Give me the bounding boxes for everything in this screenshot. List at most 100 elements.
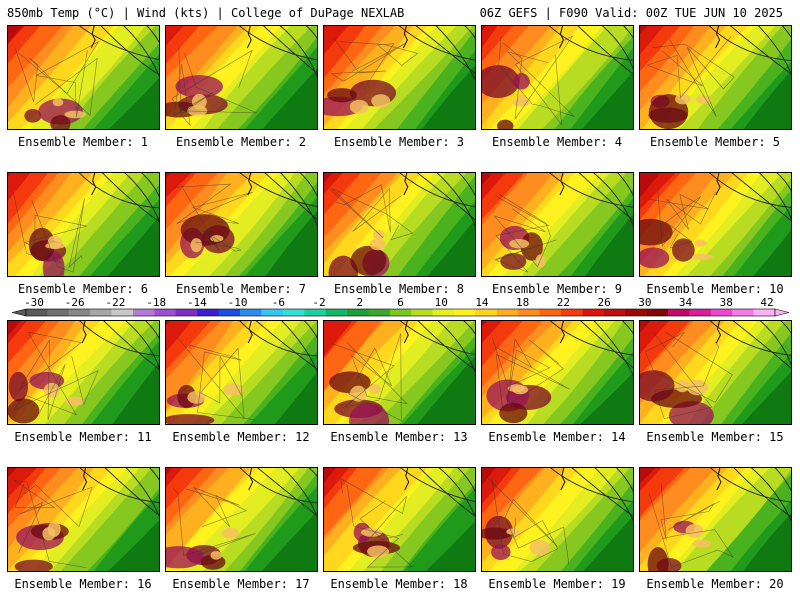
colorbar-bin (582, 309, 605, 316)
colorbar-bin (175, 309, 198, 316)
ensemble-member-label: Ensemble Member: 13 (330, 430, 468, 444)
colorbar-bin (133, 309, 155, 316)
ensemble-member-label: Ensemble Member: 18 (330, 577, 468, 591)
colorbar-tick-label: -14 (187, 296, 207, 309)
colorbar-bin (561, 309, 583, 316)
ensemble-member-label: Ensemble Member: 3 (333, 135, 465, 149)
colorbar-tick-label: -22 (106, 296, 126, 309)
colorbar-right-arrow (774, 308, 790, 317)
ensemble-map-panel (165, 320, 318, 425)
ensemble-member-label: Ensemble Member: 17 (172, 577, 310, 591)
ensemble-map-panel (165, 172, 318, 277)
ensemble-member-label: Ensemble Member: 5 (649, 135, 781, 149)
colorbar-tick-label: 42 (760, 296, 773, 309)
ensemble-member-label: Ensemble Member: 2 (175, 135, 307, 149)
ensemble-map-panel (323, 25, 476, 130)
colorbar-tick-label: 22 (557, 296, 570, 309)
colorbar-tick-label: -2 (312, 296, 325, 309)
ensemble-member-label: Ensemble Member: 8 (333, 282, 465, 296)
colorbar-bin (689, 309, 712, 316)
ensemble-member-label: Ensemble Member: 1 (17, 135, 149, 149)
colorbar-tick-label: -18 (146, 296, 166, 309)
ensemble-member-label: Ensemble Member: 7 (175, 282, 307, 296)
colorbar-bin (603, 309, 626, 316)
colorbar-bin (197, 309, 219, 316)
colorbar-tick-label: 6 (397, 296, 404, 309)
ensemble-map-panel (639, 320, 792, 425)
colorbar-bin (432, 309, 455, 316)
ensemble-member-label: Ensemble Member: 14 (488, 430, 626, 444)
ensemble-map-panel (639, 25, 792, 130)
colorbar-bin (325, 309, 348, 316)
ensemble-member-label: Ensemble Member: 16 (14, 577, 152, 591)
colorbar-bin (368, 309, 391, 316)
colorbar-bin (732, 309, 754, 316)
colorbar-tick-label: 14 (475, 296, 489, 309)
header: 850mb Temp (°C) | Wind (kts) | College o… (0, 0, 800, 22)
colorbar-bin (668, 309, 690, 316)
colorbar-bin (411, 309, 433, 316)
colorbar-bin (240, 309, 262, 316)
colorbar-bin (111, 309, 134, 316)
colorbar-tick-label: -10 (228, 296, 248, 309)
ensemble-map-panel (481, 320, 634, 425)
ensemble-map-panel (323, 467, 476, 572)
colorbar-bin (625, 309, 647, 316)
ensemble-map-panel (481, 25, 634, 130)
colorbar-left-arrow (11, 308, 27, 317)
colorbar-tick-label: 10 (435, 296, 448, 309)
colorbar-bin (753, 309, 776, 316)
ensemble-member-label: Ensemble Member: 4 (491, 135, 623, 149)
ensemble-map-panel (7, 25, 160, 130)
ensemble-member-label: Ensemble Member: 10 (646, 282, 784, 296)
colorbar-bin (710, 309, 733, 316)
ensemble-member-label: Ensemble Member: 15 (646, 430, 784, 444)
ensemble-member-label: Ensemble Member: 19 (488, 577, 626, 591)
colorbar-tick-label: 34 (679, 296, 693, 309)
chart-title: 850mb Temp (°C) | Wind (kts) | College o… (7, 6, 405, 20)
colorbar-bin (218, 309, 241, 316)
run-valid-time: 06Z GEFS | F090 Valid: 00Z TUE JUN 10 20… (479, 6, 783, 20)
colorbar-bin (261, 309, 284, 316)
ensemble-map-panel (165, 25, 318, 130)
ensemble-map-panel (323, 172, 476, 277)
ensemble-map-panel (7, 467, 160, 572)
colorbar-tick-label: 18 (516, 296, 529, 309)
ensemble-map-panel (323, 320, 476, 425)
ensemble-member-label: Ensemble Member: 12 (172, 430, 310, 444)
ensemble-map-panel (639, 172, 792, 277)
ensemble-map-panel (7, 320, 160, 425)
ensemble-map-panel (481, 467, 634, 572)
temperature-colorbar: -30 -26 -22 -18 -14 -10 -6 -2 2 6 10 14 18 22 26 30 34 38… (11, 296, 790, 317)
colorbar-bin (475, 309, 498, 316)
colorbar-bin (454, 309, 476, 316)
ensemble-map-panel (165, 467, 318, 572)
colorbar-tick-label: 2 (356, 296, 363, 309)
colorbar-bin (539, 309, 562, 316)
ensemble-member-label: Ensemble Member: 9 (491, 282, 623, 296)
colorbar-bin (347, 309, 369, 316)
colorbar-tick-label: 38 (720, 296, 733, 309)
ensemble-map-panel (639, 467, 792, 572)
colorbar-bin (47, 309, 70, 316)
colorbar-bin (646, 309, 669, 316)
ensemble-map-panel (7, 172, 160, 277)
colorbar-bin (282, 309, 305, 316)
colorbar-bin (496, 309, 519, 316)
colorbar-bin (26, 309, 48, 316)
colorbar-bin (90, 309, 112, 316)
colorbar-tick-label: 26 (597, 296, 610, 309)
ensemble-map-panel (481, 172, 634, 277)
colorbar-tick-label: -26 (65, 296, 85, 309)
ensemble-member-label: Ensemble Member: 20 (646, 577, 784, 591)
colorbar-bin (154, 309, 177, 316)
colorbar-tick-label: 30 (638, 296, 651, 309)
colorbar-bin (68, 309, 91, 316)
ensemble-member-label: Ensemble Member: 6 (17, 282, 149, 296)
colorbar-tick-label: -30 (24, 296, 44, 309)
colorbar-tick-label: -6 (272, 296, 285, 309)
colorbar-bin (518, 309, 540, 316)
ensemble-member-label: Ensemble Member: 11 (14, 430, 152, 444)
colorbar-bin (389, 309, 412, 316)
colorbar-bin (304, 309, 326, 316)
